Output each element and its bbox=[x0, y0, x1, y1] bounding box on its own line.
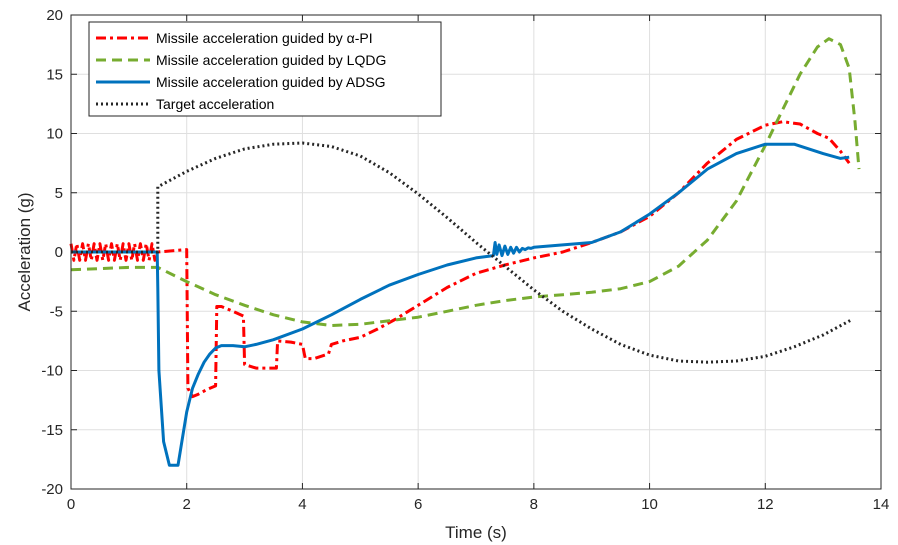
series-layer bbox=[69, 37, 861, 467]
x-axis-label: Time (s) bbox=[445, 523, 507, 542]
y-tick-label: -20 bbox=[41, 481, 63, 498]
x-tick-label: 4 bbox=[298, 496, 306, 513]
x-tick-label: 8 bbox=[530, 496, 538, 513]
y-axis-label: Acceleration (g) bbox=[15, 192, 34, 311]
series-line-4 bbox=[71, 141, 853, 364]
x-tick-label: 0 bbox=[67, 496, 75, 513]
y-tick-label: 10 bbox=[46, 126, 63, 143]
legend: Missile acceleration guided by α-PI Missi… bbox=[88, 21, 442, 117]
y-tick-label: -15 bbox=[41, 422, 63, 439]
y-tick-label: -10 bbox=[41, 363, 63, 380]
x-tick-label: 6 bbox=[414, 496, 422, 513]
y-tick-label: 20 bbox=[46, 7, 63, 24]
legend-label: Target acceleration bbox=[156, 96, 274, 112]
legend-label: Missile acceleration guided by ADSG bbox=[156, 74, 386, 90]
series-line-2 bbox=[70, 37, 861, 327]
y-tick-label: 0 bbox=[55, 244, 63, 261]
y-tick-label: 15 bbox=[46, 66, 63, 83]
legend-box bbox=[88, 21, 442, 117]
y-tick-label: -5 bbox=[50, 303, 63, 320]
x-tick-label: 2 bbox=[183, 496, 191, 513]
x-tick-label: 14 bbox=[873, 496, 890, 513]
legend-label: Missile acceleration guided by LQDG bbox=[156, 52, 386, 68]
series-line-1 bbox=[69, 120, 851, 399]
x-tick-label: 12 bbox=[757, 496, 774, 513]
axis-ticks: 0 2 4 6 8 10 12 14 -20 -15 -10 -5 0 5 10 15 20 bbox=[41, 7, 889, 513]
y-tick-label: 5 bbox=[55, 185, 63, 202]
x-tick-label: 10 bbox=[641, 496, 658, 513]
legend-label: Missile acceleration guided by α-PI bbox=[156, 30, 373, 46]
